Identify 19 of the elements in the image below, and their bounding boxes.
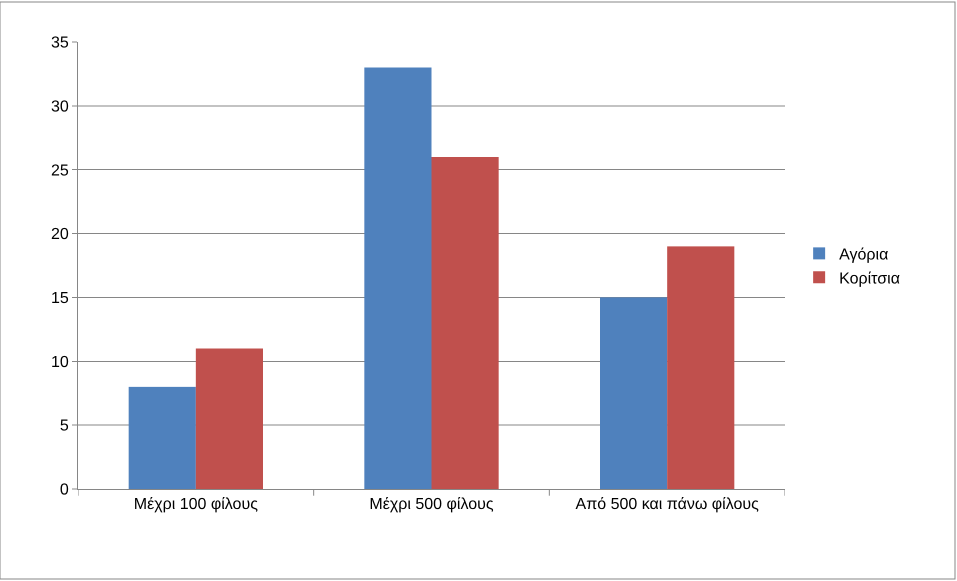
y-tick-label: 25 <box>51 162 69 180</box>
bar <box>364 68 432 489</box>
bar <box>128 386 196 489</box>
y-tick-label: 15 <box>51 290 69 308</box>
legend-label: Αγόρια <box>839 246 888 264</box>
x-tick-label: Μέχρι 100 φίλους <box>134 496 258 514</box>
y-tick-label: 10 <box>51 354 69 371</box>
y-tick-label: 30 <box>51 98 69 116</box>
x-tick-label: Από 500 και πάνω φίλους <box>576 496 760 514</box>
bar <box>600 297 668 489</box>
bar <box>432 156 499 489</box>
legend-label: Κορίτσια <box>839 270 900 288</box>
y-tick-label: 0 <box>60 482 69 499</box>
y-tick-label: 35 <box>51 34 69 52</box>
x-tick-label: Μέχρι 500 φίλους <box>369 496 494 514</box>
bar <box>196 348 263 489</box>
bar <box>667 246 734 489</box>
y-tick-label: 5 <box>60 418 69 435</box>
y-tick-label: 20 <box>51 226 69 244</box>
